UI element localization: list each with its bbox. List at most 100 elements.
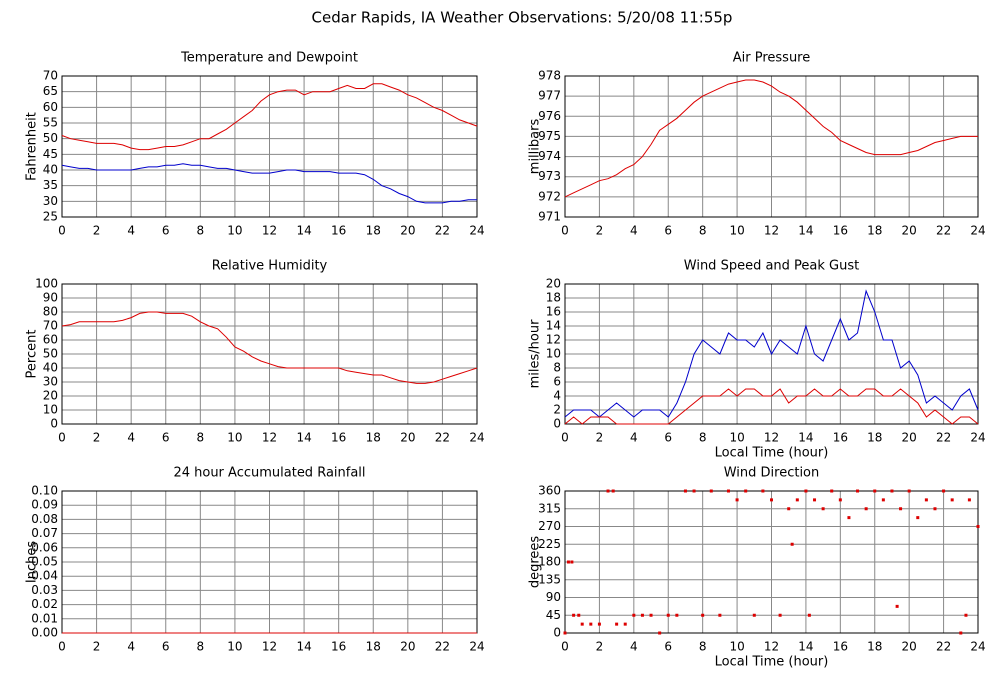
x-tick-label: 6 (664, 640, 672, 654)
chart-title: Air Pressure (733, 51, 811, 66)
x-tick-label: 16 (331, 640, 346, 654)
data-point (640, 613, 644, 617)
x-axis-label: Local Time (hour) (715, 655, 829, 670)
y-tick-label: 0.06 (31, 540, 58, 554)
x-tick-label: 4 (127, 640, 135, 654)
y-axis-label: miles/hour (528, 319, 543, 388)
y-tick-label: 25 (43, 210, 58, 224)
x-tick-label: 22 (435, 640, 450, 654)
y-tick-label: 315 (538, 501, 561, 515)
y-tick-label: 60 (43, 333, 58, 347)
x-tick-label: 18 (366, 431, 381, 445)
data-point (606, 489, 610, 493)
y-tick-label: 0.05 (31, 555, 58, 569)
y-tick-label: 50 (43, 347, 58, 361)
y-tick-label: 12 (546, 333, 561, 347)
plot-border (61, 283, 478, 425)
data-point (718, 613, 722, 617)
y-tick-label: 90 (43, 291, 58, 305)
x-tick-label: 18 (867, 431, 882, 445)
y-tick-label: 0.10 (31, 484, 58, 498)
data-point (976, 525, 980, 528)
x-tick-label: 16 (833, 640, 848, 654)
x-tick-label: 18 (366, 640, 381, 654)
x-tick-label: 22 (435, 224, 450, 238)
data-point (615, 622, 619, 626)
data-point (847, 516, 851, 520)
data-point (623, 622, 627, 626)
chart-title: Wind Direction (724, 466, 820, 481)
plot-border (564, 283, 979, 425)
y-tick-label: 975 (538, 129, 561, 143)
chart-title: Temperature and Dewpoint (180, 51, 358, 66)
x-tick-label: 20 (902, 224, 917, 238)
x-tick-label: 0 (561, 224, 569, 238)
x-tick-label: 22 (435, 431, 450, 445)
y-tick-label: 977 (538, 89, 561, 103)
x-tick-label: 24 (970, 431, 985, 445)
x-tick-label: 0 (58, 640, 66, 654)
y-tick-label: 16 (546, 305, 561, 319)
x-tick-label: 8 (699, 224, 707, 238)
data-line (61, 311, 478, 384)
x-tick-label: 8 (197, 640, 205, 654)
data-point (924, 498, 928, 502)
data-point (611, 489, 615, 493)
x-tick-label: 20 (400, 431, 415, 445)
y-tick-label: 20 (546, 277, 561, 291)
x-tick-label: 10 (227, 224, 242, 238)
y-tick-label: 0.02 (31, 597, 58, 611)
y-tick-label: 225 (538, 537, 561, 551)
y-tick-label: 0.01 (31, 611, 58, 625)
x-tick-label: 4 (127, 224, 135, 238)
y-tick-label: 35 (43, 178, 58, 192)
y-tick-label: 100 (35, 277, 58, 291)
y-tick-label: 40 (43, 163, 58, 177)
data-point (563, 631, 567, 635)
x-tick-label: 24 (469, 431, 484, 445)
data-line (61, 163, 477, 204)
x-tick-label: 8 (699, 431, 707, 445)
data-line (564, 388, 979, 425)
y-tick-label: 55 (43, 116, 58, 130)
data-point (790, 542, 794, 546)
x-tick-label: 4 (630, 431, 638, 445)
data-point (899, 507, 903, 511)
x-tick-label: 2 (93, 431, 101, 445)
data-point (761, 489, 765, 493)
x-tick-label: 10 (227, 640, 242, 654)
data-point (572, 613, 576, 617)
data-point (895, 604, 899, 608)
y-tick-label: 18 (546, 291, 561, 305)
x-tick-label: 12 (764, 431, 779, 445)
data-point (735, 498, 739, 502)
data-point (726, 489, 730, 493)
chart-title: 24 hour Accumulated Rainfall (173, 466, 365, 481)
data-point (566, 560, 570, 564)
y-tick-label: 978 (538, 69, 561, 83)
x-tick-label: 22 (936, 640, 951, 654)
x-tick-label: 24 (970, 640, 985, 654)
y-axis-label: degrees (528, 536, 543, 589)
y-tick-label: 972 (538, 189, 561, 203)
y-tick-label: 360 (538, 484, 561, 498)
data-point (942, 489, 946, 493)
data-point (709, 489, 713, 493)
data-point (577, 613, 581, 617)
plot-border (564, 490, 979, 634)
x-tick-label: 20 (902, 431, 917, 445)
x-tick-label: 14 (296, 224, 311, 238)
x-tick-label: 8 (197, 431, 205, 445)
x-tick-label: 12 (764, 224, 779, 238)
data-point (752, 613, 756, 617)
chart-title: Wind Speed and Peak Gust (684, 259, 859, 274)
y-tick-label: 14 (546, 319, 561, 333)
x-tick-label: 4 (630, 224, 638, 238)
data-point (597, 622, 601, 626)
data-point (907, 489, 911, 493)
x-tick-label: 14 (296, 431, 311, 445)
figure-title: Cedar Rapids, IA Weather Observations: 5… (312, 9, 733, 27)
x-tick-label: 24 (469, 224, 484, 238)
data-point (649, 613, 653, 617)
